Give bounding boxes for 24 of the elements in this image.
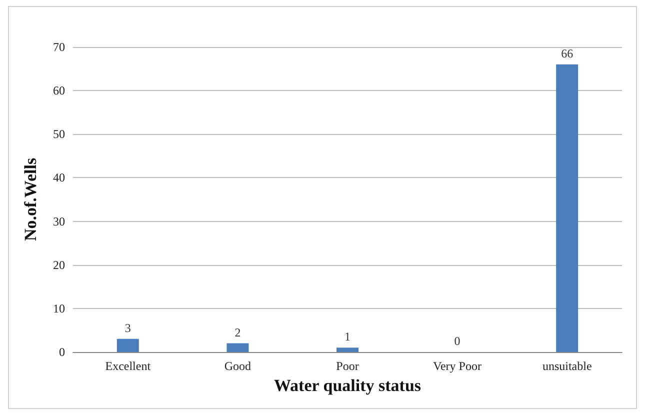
data-label: 66 bbox=[561, 46, 574, 60]
y-axis-title: No.of.Wells bbox=[21, 158, 40, 242]
bar bbox=[116, 338, 139, 352]
x-tick-label: Poor bbox=[336, 359, 359, 373]
y-tick-label: 0 bbox=[59, 345, 65, 359]
y-tick-label: 20 bbox=[53, 258, 65, 272]
x-tick-label: Good bbox=[224, 359, 252, 373]
data-label: 2 bbox=[234, 325, 241, 340]
x-tick-label: Excellent bbox=[105, 359, 152, 373]
y-tick-label: 70 bbox=[53, 40, 65, 54]
data-label: 0 bbox=[454, 334, 460, 348]
bar bbox=[336, 348, 358, 352]
x-tick-label: unsuitable bbox=[542, 359, 592, 373]
data-label: 3 bbox=[124, 320, 131, 335]
x-axis-title: Water quality status bbox=[274, 376, 422, 395]
bar bbox=[226, 343, 249, 352]
data-label: 1 bbox=[344, 330, 350, 344]
bar bbox=[556, 64, 578, 352]
y-tick-label: 60 bbox=[53, 84, 65, 98]
y-tick-label: 40 bbox=[53, 170, 65, 185]
x-tick-label: Very Poor bbox=[433, 359, 482, 373]
y-tick-label: 30 bbox=[53, 214, 65, 228]
y-tick-label: 10 bbox=[53, 301, 65, 316]
y-tick-label: 50 bbox=[53, 127, 65, 142]
